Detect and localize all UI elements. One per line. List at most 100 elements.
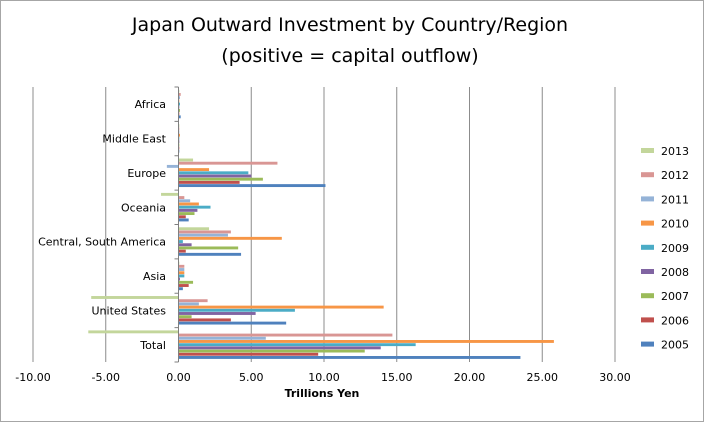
x-tick-label: 0.00 xyxy=(166,371,191,384)
bar xyxy=(178,315,192,319)
bar xyxy=(178,202,199,206)
bar xyxy=(178,230,231,234)
bar xyxy=(178,174,252,178)
bar xyxy=(178,199,191,203)
x-tick-label: 5.00 xyxy=(239,371,264,384)
bar xyxy=(178,268,185,271)
bar xyxy=(178,161,278,165)
bar xyxy=(178,115,181,119)
bar xyxy=(178,212,195,216)
gridlines xyxy=(32,87,616,362)
x-tick-label: -5.00 xyxy=(92,371,120,384)
chart-title-line2: (positive = capital outflow) xyxy=(221,45,478,67)
bar xyxy=(178,133,180,137)
category-label: Total xyxy=(139,339,166,352)
bar xyxy=(178,184,326,188)
bar xyxy=(178,305,384,309)
legend-label: 2008 xyxy=(661,266,689,279)
bar xyxy=(178,308,295,312)
category-label: Europe xyxy=(127,167,166,180)
bar xyxy=(178,246,239,250)
bar xyxy=(178,264,185,268)
zero-axis xyxy=(174,86,179,363)
bar xyxy=(178,284,189,287)
bars xyxy=(88,89,554,359)
bar xyxy=(178,233,228,237)
bar xyxy=(178,236,282,240)
legend-label: 2005 xyxy=(661,339,689,352)
x-axis-title: Trillions Yen xyxy=(285,387,360,400)
legend-swatch xyxy=(641,220,654,226)
legend-swatch xyxy=(641,341,654,347)
category-labels: Africa Middle East Europe Oceania Central, S… xyxy=(38,98,167,352)
bar xyxy=(178,102,180,106)
bar xyxy=(178,343,416,347)
x-tick-labels: -10.00 -5.00 0.00 5.00 10.00 15.00 20.00 25.00 3… xyxy=(15,371,630,384)
bar xyxy=(178,318,231,322)
legend-swatch xyxy=(641,172,654,178)
bar xyxy=(178,340,554,343)
bar xyxy=(178,352,319,356)
legend-swatch xyxy=(641,148,654,153)
bar xyxy=(178,218,189,222)
bar xyxy=(178,271,185,275)
legend-swatch xyxy=(641,293,654,299)
bar xyxy=(178,208,198,212)
bar xyxy=(178,249,186,253)
bar xyxy=(178,171,249,175)
bar xyxy=(166,164,179,168)
category-label: Central, South America xyxy=(38,236,166,249)
bar xyxy=(178,252,242,256)
bar xyxy=(178,196,185,200)
legend-label: 2013 xyxy=(661,145,689,158)
legend-label: 2012 xyxy=(661,169,689,182)
bar xyxy=(178,168,210,172)
bar xyxy=(178,108,180,112)
category-label: United States xyxy=(92,304,167,317)
x-tick-label: 10.00 xyxy=(308,371,340,384)
bar xyxy=(91,296,179,299)
bar xyxy=(178,336,266,340)
bar xyxy=(178,92,181,96)
category-label: Asia xyxy=(143,270,166,283)
bar xyxy=(178,240,183,243)
bar xyxy=(88,330,179,334)
legend-label: 2010 xyxy=(661,218,689,231)
bar xyxy=(178,96,180,100)
bar xyxy=(178,180,240,184)
bar xyxy=(178,312,256,315)
legend-label: 2006 xyxy=(661,314,689,327)
legend-swatch xyxy=(641,269,654,274)
x-tick-label: 30.00 xyxy=(599,371,631,384)
bar xyxy=(178,321,287,325)
bar xyxy=(161,192,179,196)
bar xyxy=(178,158,194,162)
bar xyxy=(178,280,194,284)
chart-title-line1: Japan Outward Investment by Country/Regi… xyxy=(131,14,568,36)
legend: 2013 2012 2011 2010 2009 2008 2007 2006 2005 xyxy=(641,145,689,352)
category-label: Oceania xyxy=(121,201,166,214)
legend-label: 2011 xyxy=(661,193,689,206)
x-tick-label: -10.00 xyxy=(15,371,50,384)
bar xyxy=(178,277,180,281)
bar xyxy=(178,299,208,303)
legend-label: 2007 xyxy=(661,290,689,303)
bar xyxy=(178,215,186,219)
legend-swatch xyxy=(641,196,654,202)
legend-swatch xyxy=(641,244,654,250)
bar xyxy=(178,302,199,306)
x-tick-label: 20.00 xyxy=(454,371,486,384)
bar xyxy=(178,274,185,278)
x-tick-label: 25.00 xyxy=(527,371,559,384)
category-label: Africa xyxy=(135,98,166,111)
bar xyxy=(178,349,365,353)
category-label: Middle East xyxy=(102,133,166,146)
bar xyxy=(178,243,192,247)
bar xyxy=(178,356,521,359)
bar xyxy=(178,227,210,231)
x-tick-label: 15.00 xyxy=(381,371,413,384)
bar xyxy=(178,205,211,209)
legend-label: 2009 xyxy=(661,242,689,255)
bar xyxy=(178,346,381,350)
